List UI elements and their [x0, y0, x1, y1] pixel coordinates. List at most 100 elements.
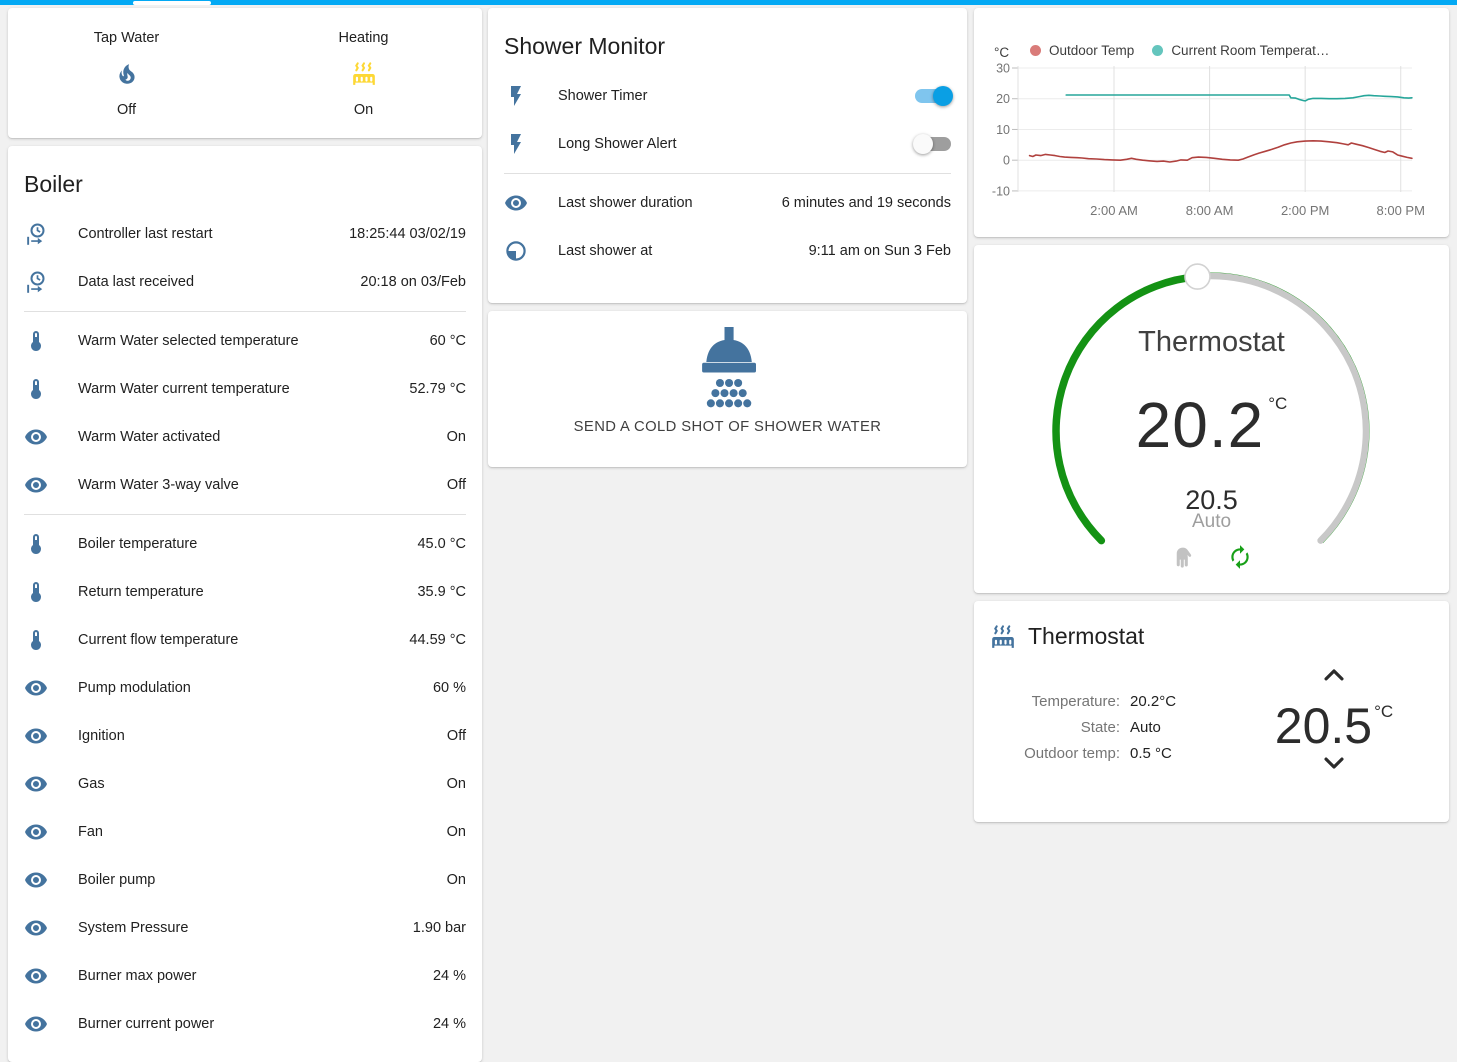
attr-value: 0.5 °C	[1130, 745, 1172, 762]
entity-row[interactable]: Warm Water 3-way valve Off	[8, 461, 482, 509]
entity-value: 35.9 °C	[417, 584, 466, 600]
svg-text:8:00 AM: 8:00 AM	[1186, 203, 1234, 218]
chevron-down-icon[interactable]	[1318, 753, 1350, 775]
autorenew-icon[interactable]	[1227, 544, 1253, 570]
attr-label: Temperature:	[1031, 693, 1120, 710]
entity-row[interactable]: Boiler pump On	[8, 856, 482, 904]
clock-start-icon	[24, 270, 48, 294]
entity-label: Controller last restart	[78, 226, 213, 242]
entity-row[interactable]: Fan On	[8, 808, 482, 856]
glance-state: On	[353, 102, 374, 118]
entity-label: Current flow temperature	[78, 632, 239, 648]
svg-text:10: 10	[996, 123, 1010, 137]
entity-label: Return temperature	[78, 584, 204, 600]
dial-current-temp: 20.2 °C	[1135, 389, 1288, 461]
entity-value: 6 minutes and 19 seconds	[781, 195, 951, 211]
entity-value: 60 %	[432, 680, 466, 696]
divider	[504, 173, 951, 174]
temperature-chart: 30 20 10 0 -10 2:00 AM 8:00 AM 2:00 PM 8:00 PM	[992, 62, 1425, 219]
thermometer-icon	[24, 532, 48, 556]
entity-label: Warm Water current temperature	[78, 381, 290, 397]
entity-row[interactable]: Controller last restart 18:25:44 03/02/1…	[8, 210, 482, 258]
entity-row[interactable]: Shower Timer	[488, 72, 967, 120]
svg-text:20: 20	[996, 92, 1010, 106]
glance-item-tap-water[interactable]: Tap Water Off	[8, 30, 245, 138]
entity-value: 60 °C	[429, 333, 466, 349]
entity-value: 9:11 am on Sun 3 Feb	[808, 243, 951, 259]
entity-value: 24 %	[432, 968, 466, 984]
entity-row[interactable]: Pump modulation 60 %	[8, 664, 482, 712]
entity-label: Pump modulation	[78, 680, 191, 696]
entity-label: Warm Water activated	[78, 429, 221, 445]
entity-label: Warm Water 3-way valve	[78, 477, 239, 493]
entity-row[interactable]: Gas On	[8, 760, 482, 808]
eye-icon	[24, 724, 48, 748]
entity-row[interactable]: Last shower duration 6 minutes and 19 se…	[488, 179, 967, 227]
entity-row[interactable]: Burner max power 24 %	[8, 952, 482, 1000]
shower-timer-toggle[interactable]	[915, 86, 953, 106]
attr-label: Outdoor temp:	[1024, 745, 1120, 762]
thermostat-dial	[1052, 263, 1370, 545]
dial-handle[interactable]	[1184, 263, 1211, 290]
entity-row[interactable]: System Pressure 1.90 bar	[8, 904, 482, 952]
thermostat-card: Thermostat Temperature: 20.2°C State: Au…	[974, 601, 1449, 822]
glance-item-heating[interactable]: Heating On	[245, 30, 482, 138]
card-title: Shower Monitor	[504, 33, 666, 59]
clock-start-icon	[24, 222, 48, 246]
entity-value: On	[446, 872, 466, 888]
entity-row[interactable]: Last shower at 9:11 am on Sun 3 Feb	[488, 227, 967, 275]
attr-value: 20.2°C	[1130, 693, 1177, 710]
fire-icon	[114, 61, 140, 87]
thermostat-header: Thermostat	[974, 601, 1449, 650]
glance-state: Off	[116, 102, 137, 118]
entity-value: On	[446, 429, 466, 445]
hand-icon[interactable]	[1171, 544, 1197, 570]
legend-label: Outdoor Temp	[1049, 43, 1135, 58]
dial-unit: °C	[1268, 394, 1288, 413]
flash-icon	[504, 132, 528, 156]
dial-title: Thermostat	[1138, 326, 1285, 358]
clock-icon	[504, 239, 528, 263]
entity-value: On	[446, 824, 466, 840]
entity-row[interactable]: Warm Water activated On	[8, 413, 482, 461]
entity-label: Burner current power	[78, 1016, 215, 1032]
thermometer-icon	[24, 580, 48, 604]
shower-head-icon	[686, 323, 770, 415]
entity-row[interactable]: Warm Water current temperature 52.79 °C	[8, 365, 482, 413]
dial-mode-label: Auto	[1191, 511, 1232, 532]
radiator-icon	[351, 61, 377, 87]
entity-row[interactable]: Warm Water selected temperature 60 °C	[8, 317, 482, 365]
eye-icon	[24, 676, 48, 700]
active-tab-indicator[interactable]	[133, 1, 211, 5]
entity-value: 52.79 °C	[409, 381, 466, 397]
entity-row[interactable]: Return temperature 35.9 °C	[8, 568, 482, 616]
entity-label: Shower Timer	[558, 88, 648, 104]
entity-row[interactable]: Burner current power 24 %	[8, 1000, 482, 1048]
entity-row[interactable]: Data last received 20:18 on 03/Feb	[8, 258, 482, 306]
thermostat-title: Thermostat	[1028, 623, 1145, 649]
thermometer-icon	[24, 329, 48, 353]
entity-row[interactable]: Ignition Off	[8, 712, 482, 760]
divider	[24, 311, 466, 312]
eye-icon	[24, 868, 48, 892]
eye-icon	[24, 772, 48, 796]
entity-row[interactable]: Boiler temperature 45.0 °C	[8, 520, 482, 568]
eye-icon	[504, 191, 528, 215]
thermometer-icon	[24, 628, 48, 652]
legend-item-outdoor[interactable]: Outdoor Temp	[1030, 43, 1134, 58]
cold-shot-button[interactable]: SEND A COLD SHOT OF SHOWER WATER	[488, 311, 967, 467]
attr-row: Temperature: 20.2°C	[990, 693, 1210, 710]
entity-row[interactable]: Long Shower Alert	[488, 120, 967, 168]
entity-label: Boiler temperature	[78, 536, 198, 552]
chevron-up-icon[interactable]	[1318, 663, 1350, 685]
glance-label: Tap Water	[93, 30, 160, 46]
chart-legend: Outdoor Temp Current Room Temperat…	[1030, 43, 1329, 58]
eye-icon	[24, 473, 48, 497]
divider	[24, 514, 466, 515]
legend-item-room[interactable]: Current Room Temperat…	[1152, 43, 1329, 58]
entity-row[interactable]: Current flow temperature 44.59 °C	[8, 616, 482, 664]
long-shower-alert-toggle[interactable]	[913, 134, 951, 154]
flash-icon	[504, 84, 528, 108]
thermostat-attributes: Temperature: 20.2°C State: Auto Outdoor …	[990, 693, 1210, 771]
thermostat-dial-card: Thermostat 20.2 °C 20.5 Auto	[974, 245, 1449, 593]
